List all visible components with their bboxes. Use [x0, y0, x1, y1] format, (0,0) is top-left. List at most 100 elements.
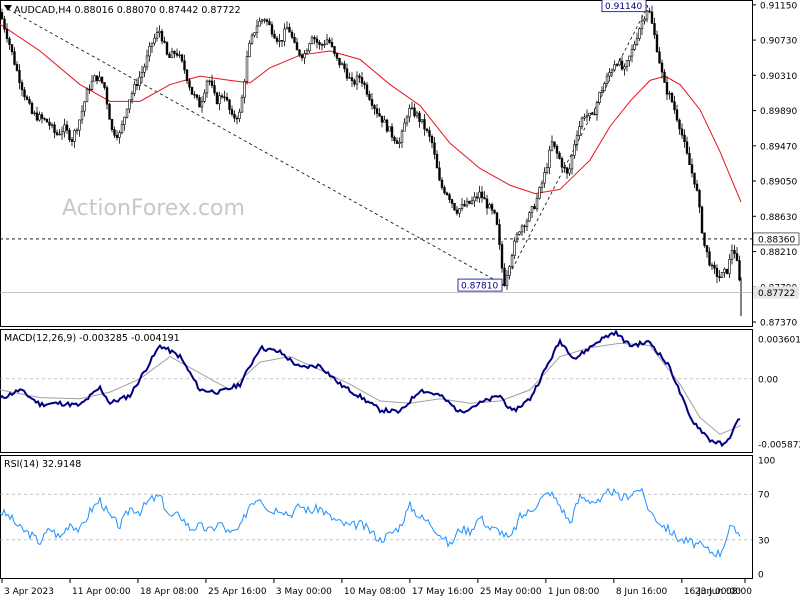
candle [120, 120, 124, 135]
candle [500, 240, 504, 273]
candle [140, 65, 144, 84]
candle [70, 137, 74, 147]
candle [170, 47, 174, 58]
candle [568, 163, 571, 176]
candle [13, 47, 16, 66]
candle [10, 44, 14, 56]
candle [648, 7, 651, 14]
candle [445, 191, 449, 196]
candle [660, 59, 664, 79]
price-y-tick-label: 0.90730 [760, 37, 797, 47]
candle [540, 180, 544, 193]
candle [233, 110, 236, 122]
rsi-y-tick-label: 70 [758, 491, 770, 501]
candle [470, 196, 474, 205]
candle [18, 64, 21, 90]
rsi-panel: RSI(14) 32.9148 100 70 30 0 [0, 455, 775, 581]
macd-main-line [0, 328, 741, 448]
candle [258, 17, 261, 27]
candle [75, 127, 79, 135]
candle [378, 107, 381, 117]
candle [88, 84, 91, 94]
macd-y-tick-label: 0.00 [758, 375, 778, 385]
candle [545, 162, 549, 175]
price-y-tick-label: 0.89890 [760, 107, 797, 117]
candle [690, 158, 694, 178]
candle [590, 111, 594, 115]
macd-y-tick-label: 0.003601 [758, 335, 800, 345]
candle [368, 90, 371, 102]
candle [548, 145, 551, 175]
candle [723, 267, 726, 278]
candle [518, 231, 521, 236]
candle [263, 18, 266, 24]
candle [363, 80, 366, 90]
candle [680, 123, 684, 139]
candle [300, 53, 304, 62]
candle [720, 272, 724, 278]
candle [498, 219, 501, 250]
candle [295, 37, 299, 51]
rsi-y-tick-label: 100 [758, 457, 775, 467]
candle [430, 134, 434, 149]
price-ma-line [0, 23, 742, 203]
dropdown-triangle-icon[interactable] [4, 5, 12, 11]
candle [340, 61, 344, 66]
candle [608, 68, 611, 80]
candle [235, 115, 239, 125]
candle [305, 48, 309, 55]
candle [408, 104, 411, 123]
candle [63, 118, 66, 138]
candle [488, 202, 491, 209]
candle [505, 269, 509, 291]
candle [333, 45, 336, 57]
candle [613, 60, 616, 71]
candle [60, 126, 64, 140]
candle [250, 32, 254, 45]
candle [0, 8, 4, 20]
candle [403, 118, 406, 132]
candle [90, 75, 94, 91]
candle [513, 237, 516, 260]
candle [80, 105, 84, 124]
candle [275, 36, 279, 45]
candle [425, 127, 429, 133]
candle [348, 72, 351, 79]
price-level-label: 0.88360 [758, 235, 795, 245]
candle [175, 48, 179, 58]
candle [583, 113, 586, 121]
candle [670, 91, 674, 104]
candle [198, 94, 201, 108]
candle [335, 53, 339, 61]
candle [633, 40, 636, 51]
price-y-tick-label: 0.88210 [760, 248, 797, 258]
candle [585, 109, 589, 122]
candle [298, 49, 301, 58]
candle [523, 224, 526, 233]
candle [405, 114, 409, 127]
price-y-tick-label: 0.89050 [760, 178, 797, 188]
candle [85, 87, 89, 103]
candle [148, 42, 151, 62]
candle [73, 128, 76, 148]
candle [508, 265, 511, 280]
candle [320, 42, 324, 51]
candle [40, 111, 44, 124]
candle [695, 179, 699, 192]
candle [435, 150, 439, 169]
candle [450, 198, 454, 208]
candle [455, 206, 459, 216]
candle [375, 103, 379, 118]
candle [650, 5, 654, 24]
candle [520, 224, 524, 236]
price-level-label: 0.87722 [758, 289, 795, 299]
candle [160, 28, 164, 45]
candle [310, 35, 314, 45]
candle [283, 23, 286, 47]
candle [293, 33, 296, 44]
candle [465, 197, 469, 208]
candle [358, 73, 361, 83]
macd-panel: MACD(12,26,9) -0.003285 -0.004191 0.0036… [0, 328, 800, 453]
rsi-y-tick-label: 0 [758, 571, 764, 581]
x-axis: 3 Apr 2023 11 Apr 00:00 18 Apr 08:00 25 Apr… [1, 579, 752, 597]
